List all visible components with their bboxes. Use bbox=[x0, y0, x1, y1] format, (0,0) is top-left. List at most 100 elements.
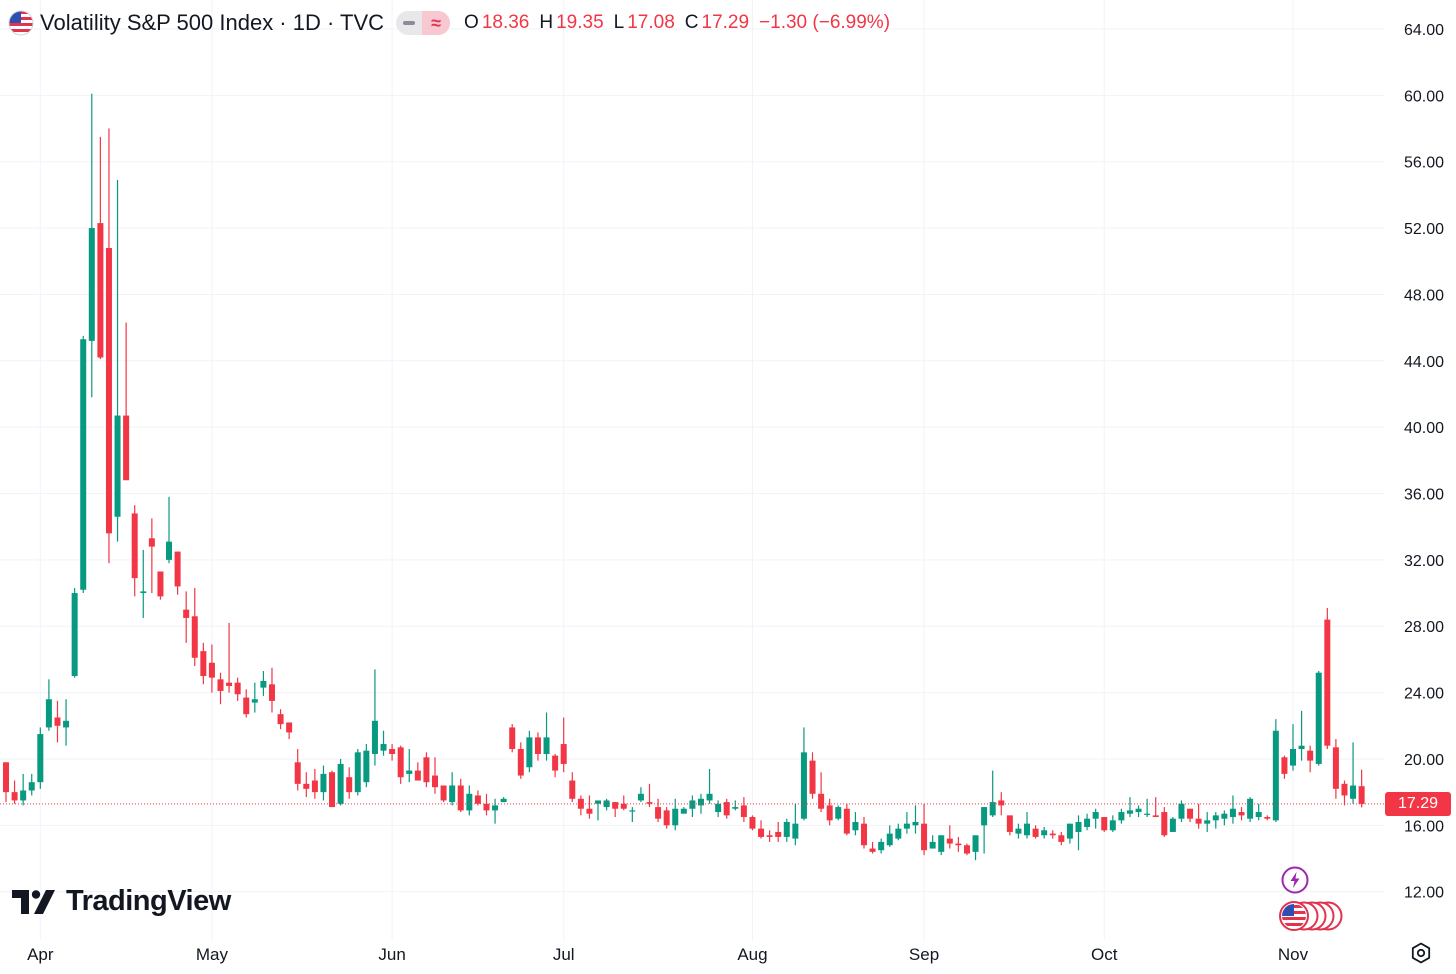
candle bbox=[775, 822, 782, 842]
close-value: 17.29 bbox=[701, 12, 750, 33]
high-value: 19.35 bbox=[556, 12, 604, 33]
candle bbox=[998, 792, 1005, 816]
candle bbox=[1247, 797, 1254, 823]
candle bbox=[423, 752, 430, 788]
candle bbox=[1307, 745, 1314, 773]
y-axis[interactable]: 64.00 60.00 56.00 52.00 48.00 44.00 40.00 36.00… bbox=[1404, 22, 1444, 902]
candle bbox=[552, 753, 559, 778]
candle bbox=[663, 807, 670, 829]
us-flags-cluster-icon[interactable] bbox=[1278, 900, 1348, 932]
candle bbox=[174, 551, 181, 595]
candle bbox=[637, 787, 644, 803]
x-tick-label: Oct bbox=[1091, 945, 1118, 964]
us-flag-icon bbox=[8, 10, 34, 36]
candle bbox=[1229, 795, 1236, 824]
candle bbox=[157, 571, 164, 600]
candle bbox=[191, 588, 198, 667]
candle bbox=[28, 773, 35, 796]
approx-icon[interactable]: ≈ bbox=[422, 11, 451, 35]
candle bbox=[243, 689, 250, 718]
candle bbox=[620, 795, 627, 811]
series-toggle[interactable]: ≈ bbox=[396, 11, 451, 35]
candle bbox=[1152, 797, 1159, 818]
candle bbox=[938, 835, 945, 856]
candle bbox=[886, 825, 893, 847]
y-tick-label: 48.00 bbox=[1404, 287, 1444, 304]
x-tick-label: Jul bbox=[553, 945, 575, 964]
candle bbox=[1272, 719, 1279, 823]
candle bbox=[749, 815, 756, 831]
chart-title[interactable]: Volatility S&P 500 Index · 1D · TVC bbox=[40, 10, 385, 35]
y-tick-label: 20.00 bbox=[1404, 752, 1444, 769]
candle bbox=[1041, 826, 1048, 839]
lightning-bolt-icon[interactable] bbox=[1281, 866, 1309, 894]
tradingview-logo[interactable]: TradingView bbox=[12, 885, 231, 918]
candle bbox=[1092, 808, 1099, 829]
candle bbox=[835, 805, 842, 821]
candle bbox=[1126, 797, 1133, 818]
candle bbox=[45, 679, 52, 731]
candle bbox=[1032, 825, 1039, 839]
candle bbox=[697, 793, 704, 814]
candle bbox=[1006, 815, 1013, 836]
candle bbox=[1101, 817, 1108, 832]
candle bbox=[706, 768, 713, 804]
candle bbox=[543, 712, 550, 761]
candle bbox=[166, 496, 173, 564]
candle bbox=[1332, 739, 1339, 799]
candle bbox=[852, 812, 859, 836]
candle bbox=[131, 505, 138, 597]
y-tick-label: 64.00 bbox=[1404, 22, 1444, 39]
candle bbox=[560, 717, 567, 773]
y-tick-label: 60.00 bbox=[1404, 88, 1444, 105]
candle bbox=[603, 798, 610, 811]
candle bbox=[1238, 807, 1245, 821]
candle bbox=[208, 644, 215, 693]
candle bbox=[723, 798, 730, 819]
candle bbox=[11, 780, 18, 804]
candle bbox=[1315, 671, 1322, 766]
y-tick-label: 32.00 bbox=[1404, 553, 1444, 570]
candle bbox=[346, 767, 353, 799]
y-tick-label: 56.00 bbox=[1404, 155, 1444, 172]
candle bbox=[1161, 807, 1168, 837]
candle bbox=[457, 778, 464, 813]
candle bbox=[234, 677, 241, 701]
hide-series-icon[interactable] bbox=[396, 11, 422, 35]
candle bbox=[577, 795, 584, 816]
open-label: O bbox=[464, 12, 479, 33]
candle bbox=[380, 730, 387, 756]
candle bbox=[1178, 800, 1185, 823]
candle bbox=[140, 549, 147, 618]
candle bbox=[715, 800, 722, 818]
x-axis[interactable]: Apr May Jun Jul Aug Sep Oct Nov bbox=[27, 945, 1309, 964]
y-tick-label: 12.00 bbox=[1404, 885, 1444, 902]
y-tick-label: 44.00 bbox=[1404, 354, 1444, 371]
low-label: L bbox=[613, 12, 625, 33]
candle bbox=[869, 841, 876, 854]
candle bbox=[1075, 815, 1082, 851]
close-label: C bbox=[684, 12, 699, 33]
candle bbox=[595, 800, 602, 821]
y-tick-label: 40.00 bbox=[1404, 420, 1444, 437]
candle bbox=[226, 622, 233, 693]
candle bbox=[363, 744, 370, 788]
candle bbox=[1049, 830, 1056, 839]
candle bbox=[1144, 798, 1151, 818]
candle bbox=[500, 797, 507, 803]
candle bbox=[826, 798, 833, 826]
candle bbox=[963, 843, 970, 856]
candle bbox=[861, 817, 867, 849]
candle bbox=[818, 772, 825, 813]
gear-icon[interactable] bbox=[1409, 941, 1433, 965]
candle bbox=[114, 179, 121, 542]
candle bbox=[1264, 815, 1271, 821]
change-value: −1.30 (−6.99%) bbox=[759, 12, 891, 33]
candle bbox=[3, 762, 9, 803]
logo-text: TradingView bbox=[66, 885, 231, 917]
x-tick-label: Sep bbox=[909, 945, 939, 964]
candle bbox=[586, 795, 593, 819]
candle bbox=[1024, 812, 1031, 839]
y-tick-label: 52.00 bbox=[1404, 221, 1444, 238]
